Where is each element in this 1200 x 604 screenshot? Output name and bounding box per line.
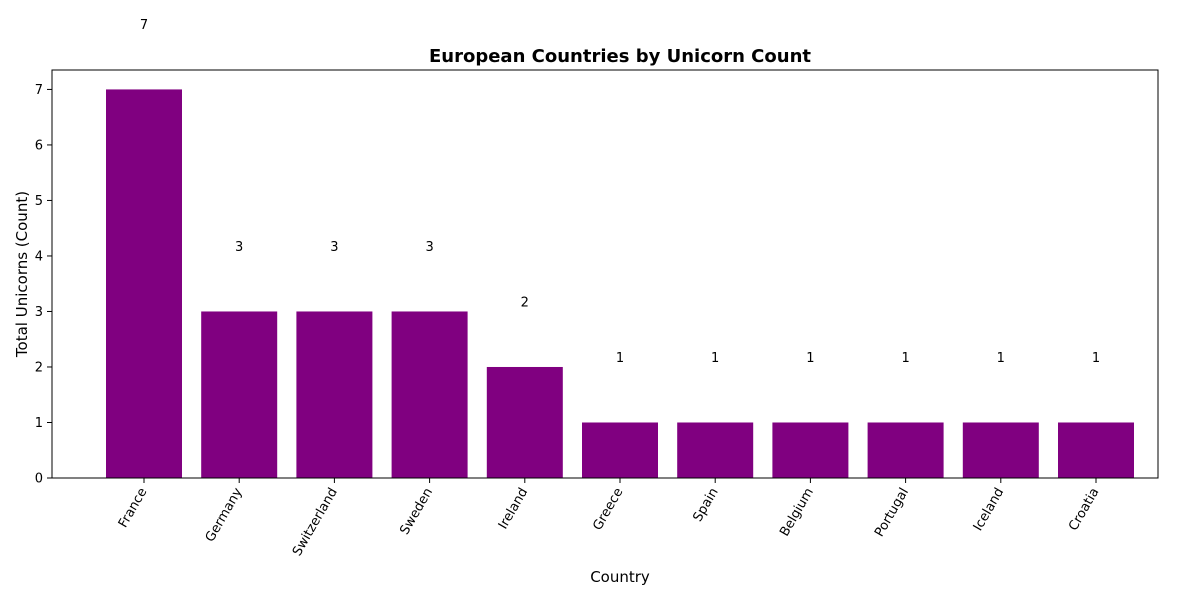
x-tick-label-spain: Spain <box>691 486 722 525</box>
y-axis: 0 1 2 3 4 5 6 7 <box>35 83 52 487</box>
bar-iceland <box>962 422 1039 478</box>
bar-france <box>106 89 182 478</box>
x-tick-label-germany: Germany <box>203 485 246 545</box>
data-label-sweden: 3 <box>425 240 433 255</box>
data-label-france: 7 <box>140 18 148 33</box>
y-tick-label-4: 4 <box>35 249 43 264</box>
x-tick-label-belgium: Belgium <box>777 486 817 540</box>
y-axis-label: Total Unicorns (Count) <box>13 191 31 358</box>
data-label-greece: 1 <box>616 351 624 366</box>
bar-spain <box>677 422 754 478</box>
y-tick-label-7: 7 <box>35 83 43 98</box>
x-tick-label-croatia: Croatia <box>1066 486 1102 534</box>
y-tick-label-3: 3 <box>35 305 43 320</box>
data-label-germany: 3 <box>235 240 243 255</box>
bar-croatia <box>1058 422 1134 478</box>
bar-greece <box>582 422 658 478</box>
bar-germany <box>201 311 278 478</box>
y-tick-label-0: 0 <box>35 472 43 487</box>
bar-belgium <box>772 422 849 478</box>
data-label-croatia: 1 <box>1092 351 1100 366</box>
bar-sweden <box>391 311 468 478</box>
x-tick-label-sweden: Sweden <box>397 486 436 538</box>
bar-switzerland <box>296 311 373 478</box>
x-axis: France Germany Switzerland Sweden Ireland Gre… <box>116 478 1102 559</box>
data-label-iceland: 1 <box>997 351 1005 366</box>
data-label-switzerland: 3 <box>330 240 338 255</box>
x-tick-label-portugal: Portugal <box>872 486 912 540</box>
chart-title: European Countries by Unicorn Count <box>429 46 811 67</box>
x-tick-label-greece: Greece <box>590 486 626 534</box>
bar-portugal <box>867 422 944 478</box>
x-tick-label-france: France <box>116 486 151 531</box>
y-tick-label-6: 6 <box>35 138 43 153</box>
data-label-belgium: 1 <box>806 351 814 366</box>
bars-layer <box>106 89 1134 478</box>
data-label-spain: 1 <box>711 351 719 366</box>
x-tick-label-switzerland: Switzerland <box>290 486 341 559</box>
y-tick-label-1: 1 <box>35 416 43 431</box>
bar-ireland <box>486 366 563 478</box>
y-tick-label-2: 2 <box>35 360 43 375</box>
x-tick-label-iceland: Iceland <box>971 486 1008 534</box>
x-tick-label-ireland: Ireland <box>496 486 531 532</box>
data-label-portugal: 1 <box>901 351 909 366</box>
plot-area-frame <box>51 69 1159 479</box>
x-axis-label: Country <box>590 568 650 586</box>
data-labels-layer: 7 3 3 3 2 1 1 1 1 1 1 <box>140 18 1100 366</box>
data-label-ireland: 2 <box>521 295 529 310</box>
y-tick-label-5: 5 <box>35 194 43 209</box>
